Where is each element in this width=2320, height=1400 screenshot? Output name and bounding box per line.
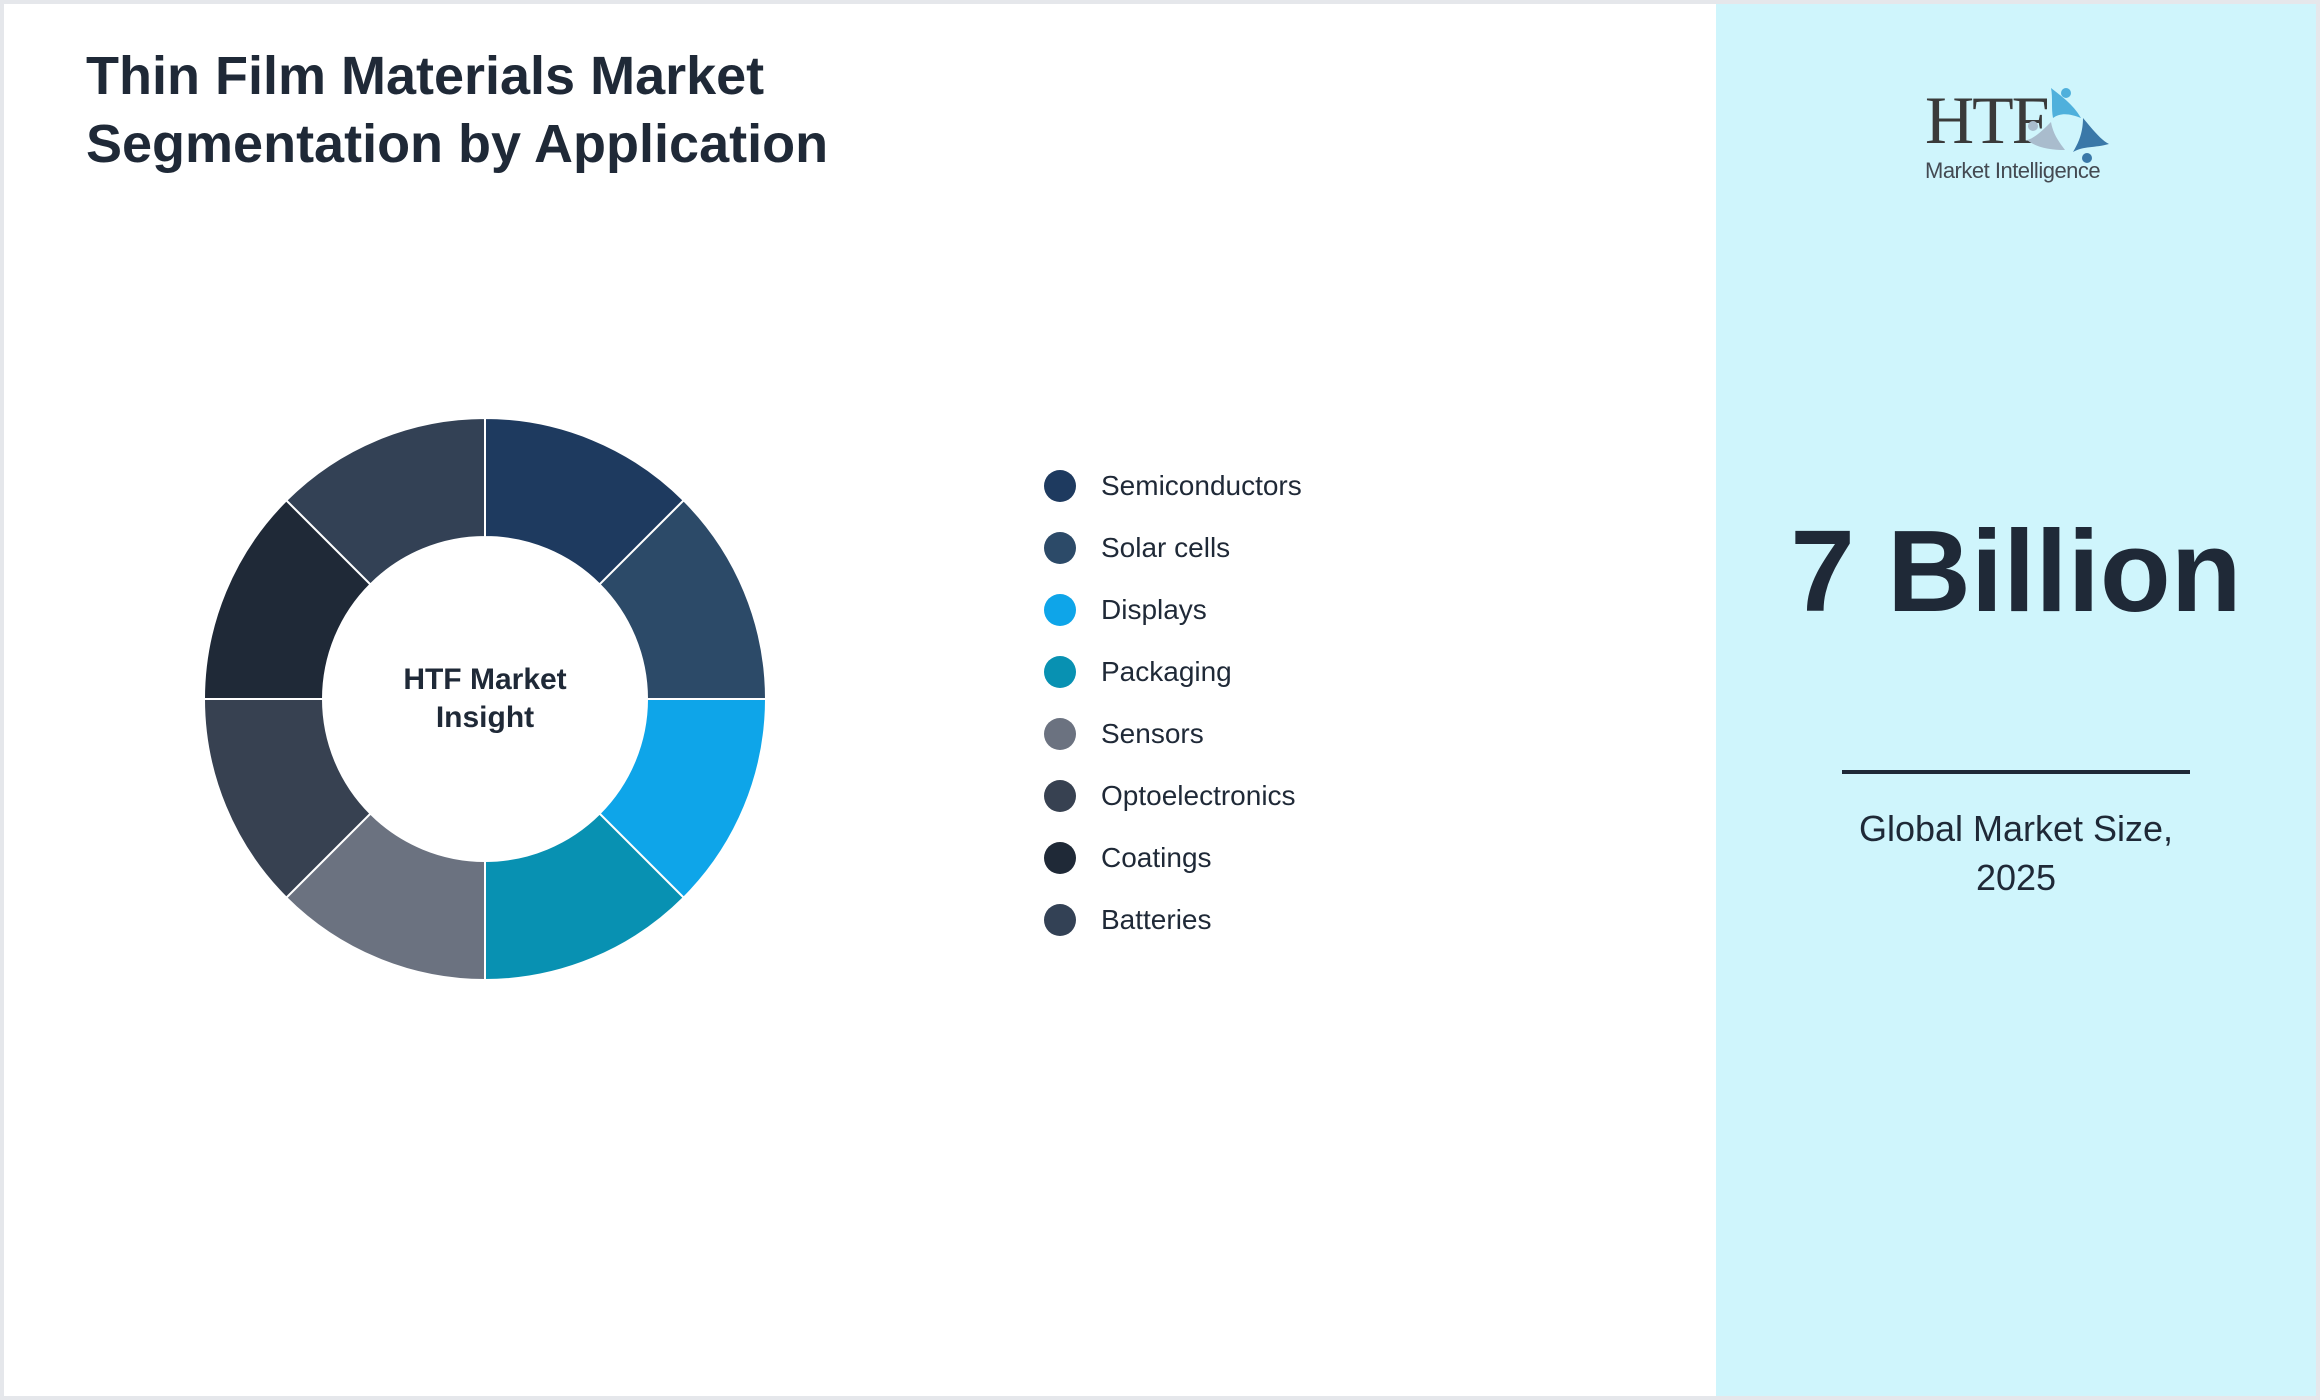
donut-segment-batteries[interactable] [284,416,486,586]
legend-label: Optoelectronics [1101,780,1296,811]
htf-logo: HTF Market Intelligence [1921,78,2111,193]
legend-label: Semiconductors [1101,470,1302,501]
legend-dot-icon [1044,904,1076,936]
title-line-2: Segmentation by Application [86,114,829,174]
logo-wordmark: HTF [1925,82,2049,158]
main-panel: Thin Film Materials Market Segmentation … [4,4,1716,1396]
legend-item-displays[interactable]: Displays [1044,579,1302,641]
legend-dot-icon [1044,780,1076,812]
legend-dot-icon [1044,470,1076,502]
legend-label: Solar cells [1101,532,1231,563]
legend-label: Packaging [1101,656,1232,687]
legend-dot-icon [1044,594,1076,626]
legend-dot-icon [1044,842,1076,874]
logo-people-icon [2027,88,2109,163]
legend-item-coatings[interactable]: Coatings [1044,827,1302,889]
legend-dot-icon [1044,532,1076,564]
legend-item-optoelectronics[interactable]: Optoelectronics [1044,765,1302,827]
title-line-1: Thin Film Materials Market [86,46,765,106]
donut-svg [202,416,768,982]
caption-line-1: Global Market Size, [1858,808,2174,849]
caption-line-2: 2025 [1975,857,2057,898]
legend-item-solar-cells[interactable]: Solar cells [1044,517,1302,579]
legend-label: Sensors [1101,718,1204,749]
donut-chart: HTF Market Insight [200,414,770,984]
legend-item-semiconductors[interactable]: Semiconductors [1044,455,1302,517]
legend-label: Displays [1101,594,1207,625]
legend-dot-icon [1044,656,1076,688]
legend-label: Batteries [1101,904,1212,935]
market-size-caption: Global Market Size, 2025 [1716,804,2316,902]
legend-dot-icon [1044,718,1076,750]
page-frame: Thin Film Materials Market Segmentation … [4,4,2316,1396]
legend-label: Coatings [1101,842,1212,873]
legend-item-sensors[interactable]: Sensors [1044,703,1302,765]
chart-legend: Semiconductors Solar cells Displays Pack… [1044,455,1302,951]
page-title: Thin Film Materials Market Segmentation … [86,42,1086,178]
market-size-panel: HTF Market Intelligence 7 Billion Global… [1716,4,2316,1396]
market-size-value: 7 Billion [1790,506,2242,636]
legend-item-packaging[interactable]: Packaging [1044,641,1302,703]
legend-item-batteries[interactable]: Batteries [1044,889,1302,951]
divider [1842,770,2190,774]
logo-tagline: Market Intelligence [1925,158,2101,183]
